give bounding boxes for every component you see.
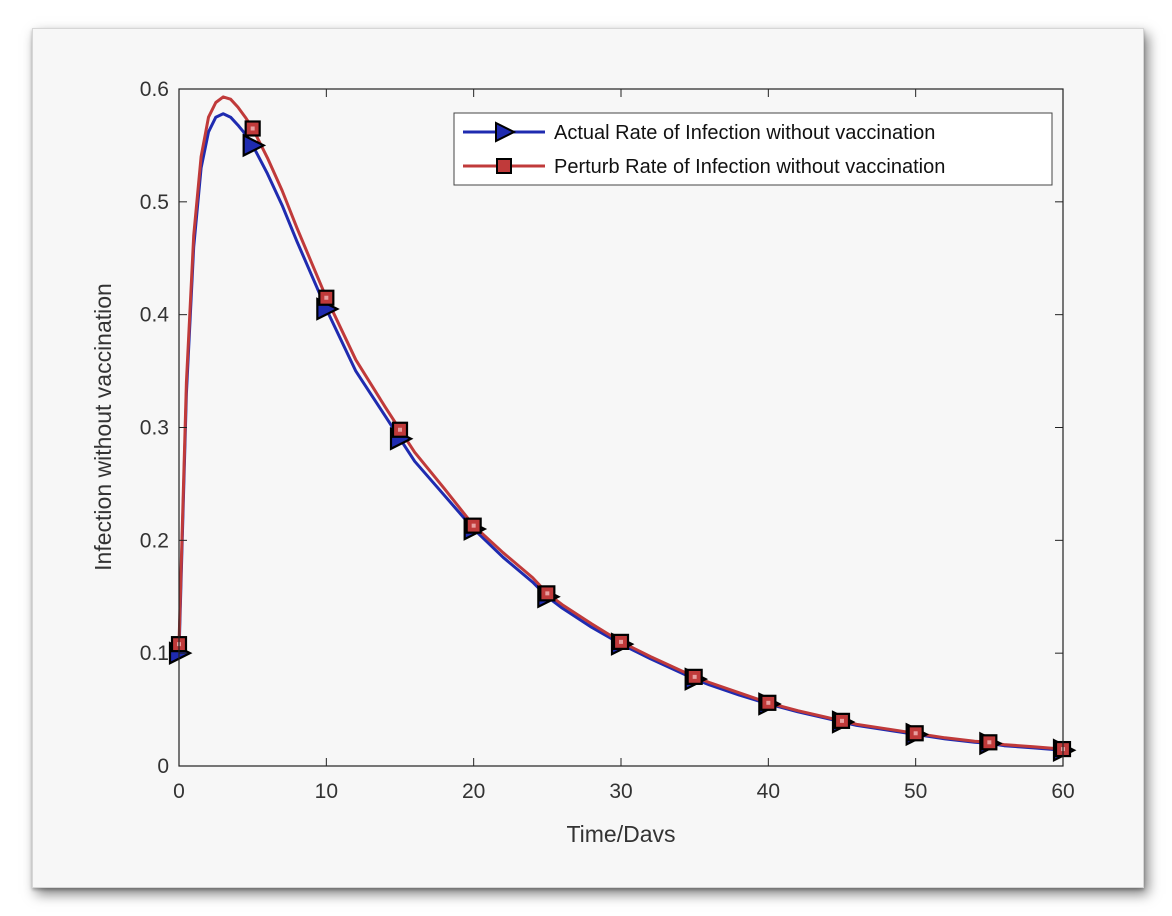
y-tick-label: 0.1 (140, 642, 169, 665)
series-point-inner-1 (913, 731, 918, 736)
legend: Actual Rate of Infection without vaccina… (453, 112, 1053, 186)
figure-frame: 0 10 20 30 40 50 60 0 0.1 0.2 0.3 0.4 0.5 0.6 Time/Da… (32, 28, 1144, 888)
x-tick-label: 10 (315, 780, 338, 803)
line-chart: 0 10 20 30 40 50 60 0 0.1 0.2 0.3 0.4 0.5 0.6 Time/Da… (90, 78, 1077, 847)
series-point-inner-1 (987, 740, 992, 745)
series-point-inner-1 (766, 700, 771, 705)
series-point-inner-1 (840, 718, 844, 723)
series-point-0 (242, 133, 267, 158)
x-axis-title: Time/Davs (566, 821, 675, 847)
series-point-inner-1 (692, 674, 697, 679)
x-tick-label: 60 (1051, 780, 1074, 803)
x-tick-label: 50 (904, 780, 927, 803)
series-point-inner-1 (250, 126, 255, 131)
x-tick-label: 20 (462, 780, 485, 803)
y-tick-label: 0.4 (140, 304, 170, 327)
y-tick-label: 0 (157, 755, 169, 778)
series-point-inner-1 (471, 523, 476, 528)
y-tick-label: 0.5 (140, 191, 169, 214)
series-point-inner-1 (619, 639, 623, 644)
x-tick-label: 0 (173, 780, 185, 803)
axis-ticks: 0 10 20 30 40 50 60 0 0.1 0.2 0.3 0.4 0.5 0.6 (140, 78, 1075, 803)
x-tick-label: 40 (757, 780, 780, 803)
y-axis-title: Infection without vaccination (90, 283, 116, 571)
series-point-inner-1 (545, 591, 550, 596)
legend-marker-triangle-icon (495, 121, 517, 143)
series-line-0 (177, 112, 1064, 752)
legend-label-perturb: Perturb Rate of Infection without vaccin… (554, 156, 945, 178)
y-tick-label: 0.2 (140, 529, 169, 552)
series-point-inner-1 (398, 427, 402, 432)
plot-marks (168, 95, 1077, 762)
y-tick-label: 0.6 (140, 78, 169, 101)
legend-marker-square-icon (496, 158, 512, 174)
legend-label-actual: Actual Rate of Infection without vaccina… (554, 122, 935, 144)
y-tick-label: 0.3 (140, 417, 169, 440)
series-point-inner-1 (324, 295, 329, 300)
plot-area-border (178, 88, 1064, 767)
legend-box (453, 112, 1053, 186)
x-tick-label: 30 (609, 780, 632, 803)
series-line-1 (177, 95, 1064, 751)
